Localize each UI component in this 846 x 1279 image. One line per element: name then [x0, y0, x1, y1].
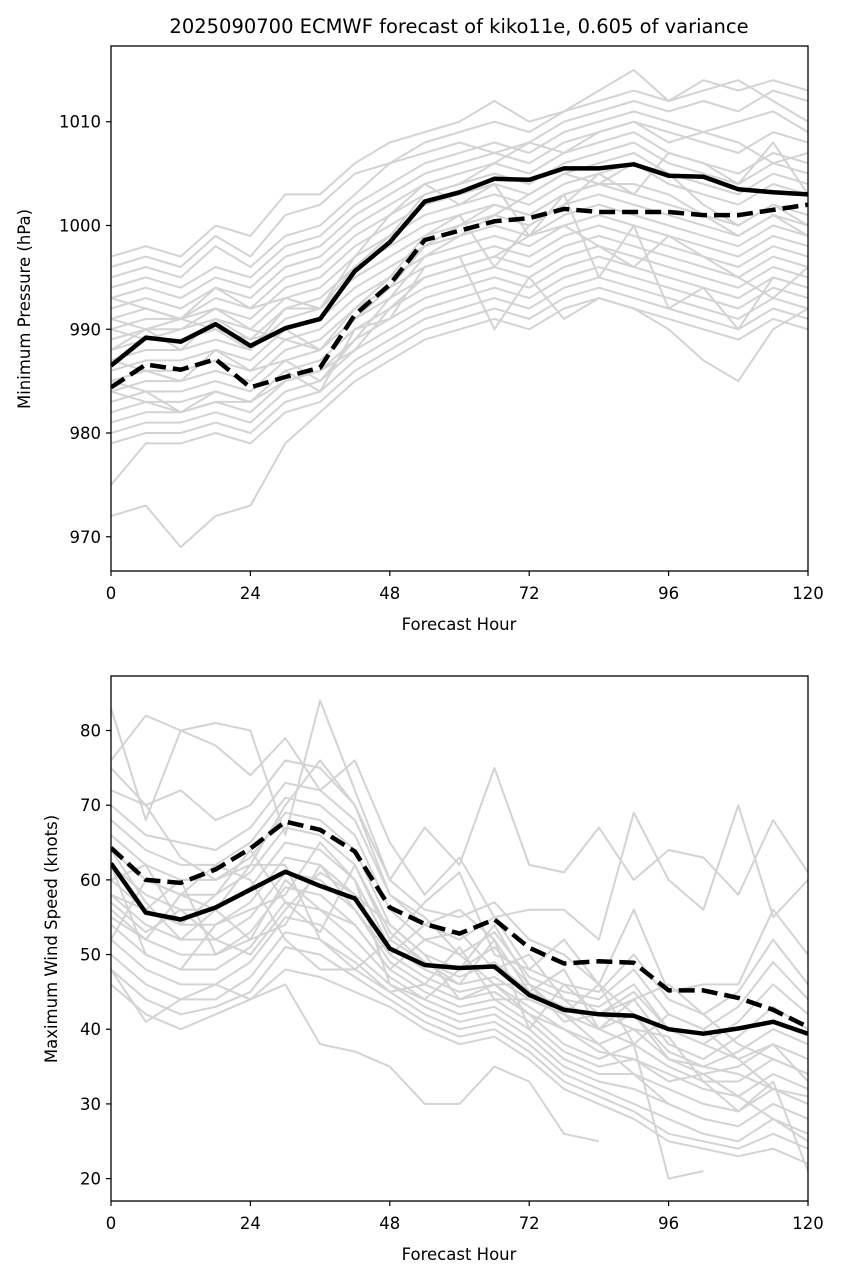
pressure-x-tick-label: 120 — [792, 584, 824, 603]
wind-y-tick-label: 40 — [80, 1020, 101, 1039]
pressure-member-line-21 — [111, 297, 808, 549]
wind-y-tick-label: 50 — [80, 946, 101, 965]
wind-member-line-2 — [111, 714, 808, 941]
wind-y-label: Maximum Wind Speed (knots) — [42, 815, 61, 1063]
pressure-member-line-9 — [111, 162, 808, 341]
pressure-y-tick-label: 970 — [70, 528, 102, 547]
pressure-member-line-7 — [111, 141, 808, 320]
wind-y-tick-label: 70 — [80, 796, 101, 815]
pressure-member-line-5 — [111, 120, 808, 300]
pressure-member-line-2 — [111, 68, 808, 268]
pressure-x-tick-label: 72 — [519, 584, 540, 603]
wind-y-tick-label: 80 — [80, 722, 101, 741]
pressure-member-line-4 — [111, 110, 808, 289]
wind-y-ticks: 20 30 40 50 60 70 80 — [80, 722, 111, 1189]
wind-member-line-17 — [111, 968, 600, 1143]
wind-member-line-6 — [111, 811, 808, 1046]
pressure-x-tick-label: 96 — [658, 584, 679, 603]
pressure-dashed-mean-line — [111, 202, 808, 390]
chart-title: 2025090700 ECMWF forecast of kiko11e, 0.… — [169, 15, 748, 38]
wind-member-line-12 — [111, 901, 808, 1113]
pressure-member-line-6 — [111, 131, 808, 310]
wind-members — [111, 699, 808, 1180]
pressure-panel: 0 24 48 72 96 120 970 980 990 1000 1010 Forecast … — [15, 45, 824, 634]
wind-member-line-14 — [111, 931, 808, 1143]
pressure-y-label: Minimum Pressure (hPa) — [15, 209, 34, 409]
wind-member-line-1 — [111, 699, 808, 896]
wind-member-line-20 — [111, 849, 808, 1172]
pressure-member-line-8 — [111, 151, 808, 331]
pressure-member-line-3 — [111, 89, 808, 279]
wind-member-line-3 — [111, 759, 808, 993]
pressure-x-label: Forecast Hour — [402, 615, 517, 634]
pressure-member-line-19 — [111, 276, 808, 445]
pressure-member-line-27 — [111, 224, 808, 414]
wind-member-line-15 — [111, 946, 808, 1150]
wind-x-tick-label: 48 — [379, 1214, 400, 1233]
wind-member-line-4 — [111, 781, 808, 1016]
pressure-y-ticks: 970 980 990 1000 1010 — [59, 113, 111, 547]
pressure-member-line-22 — [111, 255, 808, 414]
pressure-member-line-26 — [111, 120, 808, 320]
wind-member-line-22 — [111, 849, 808, 1075]
wind-y-tick-label: 20 — [80, 1170, 101, 1189]
pressure-member-line-20 — [111, 286, 808, 486]
wind-member-line-21 — [111, 863, 808, 1105]
wind-axes-frame — [110, 675, 809, 1202]
wind-member-line-5 — [111, 796, 808, 1031]
pressure-y-tick-label: 990 — [70, 320, 102, 339]
wind-member-line-13 — [111, 916, 808, 1128]
pressure-series — [111, 162, 808, 390]
pressure-x-tick-label: 0 — [106, 584, 117, 603]
pressure-y-tick-label: 1000 — [59, 216, 101, 235]
wind-member-line-11 — [111, 886, 808, 1098]
wind-member-line-9 — [111, 856, 808, 1075]
pressure-solid-mean-line — [111, 162, 808, 368]
wind-member-line-24 — [111, 871, 808, 1143]
wind-x-tick-label: 24 — [240, 1214, 261, 1233]
wind-x-label: Forecast Hour — [402, 1245, 517, 1264]
pressure-member-line-28 — [111, 183, 808, 351]
pressure-x-tick-label: 48 — [379, 584, 400, 603]
wind-panel: 0 24 48 72 96 120 20 30 40 50 60 70 80 Forecast Hou… — [42, 675, 824, 1264]
wind-x-tick-label: 96 — [658, 1214, 679, 1233]
wind-x-ticks: 0 24 48 72 96 120 — [106, 1201, 824, 1233]
pressure-y-tick-label: 980 — [70, 424, 102, 443]
wind-x-tick-label: 0 — [106, 1214, 117, 1233]
pressure-y-tick-label: 1010 — [59, 113, 101, 132]
wind-series — [111, 819, 808, 1036]
wind-solid-mean-line — [111, 862, 808, 1036]
pressure-member-line-17 — [111, 255, 808, 424]
pressure-member-line-1 — [111, 79, 808, 258]
pressure-members — [111, 68, 808, 549]
pressure-member-line-23 — [111, 183, 808, 351]
pressure-x-tick-label: 24 — [240, 584, 261, 603]
pressure-member-line-13 — [111, 214, 808, 383]
wind-member-line-7 — [111, 826, 808, 1061]
pressure-member-line-25 — [111, 162, 808, 383]
wind-member-line-25 — [111, 863, 808, 1083]
wind-member-line-16 — [111, 968, 808, 1165]
wind-y-tick-label: 30 — [80, 1095, 101, 1114]
wind-x-tick-label: 120 — [792, 1214, 824, 1233]
pressure-member-line-24 — [111, 141, 808, 351]
pressure-x-ticks: 0 24 48 72 96 120 — [106, 571, 824, 603]
pressure-axes-frame — [110, 45, 809, 572]
wind-x-tick-label: 72 — [519, 1214, 540, 1233]
wind-dashed-mean-line — [111, 819, 808, 1030]
wind-y-tick-label: 60 — [80, 871, 101, 890]
